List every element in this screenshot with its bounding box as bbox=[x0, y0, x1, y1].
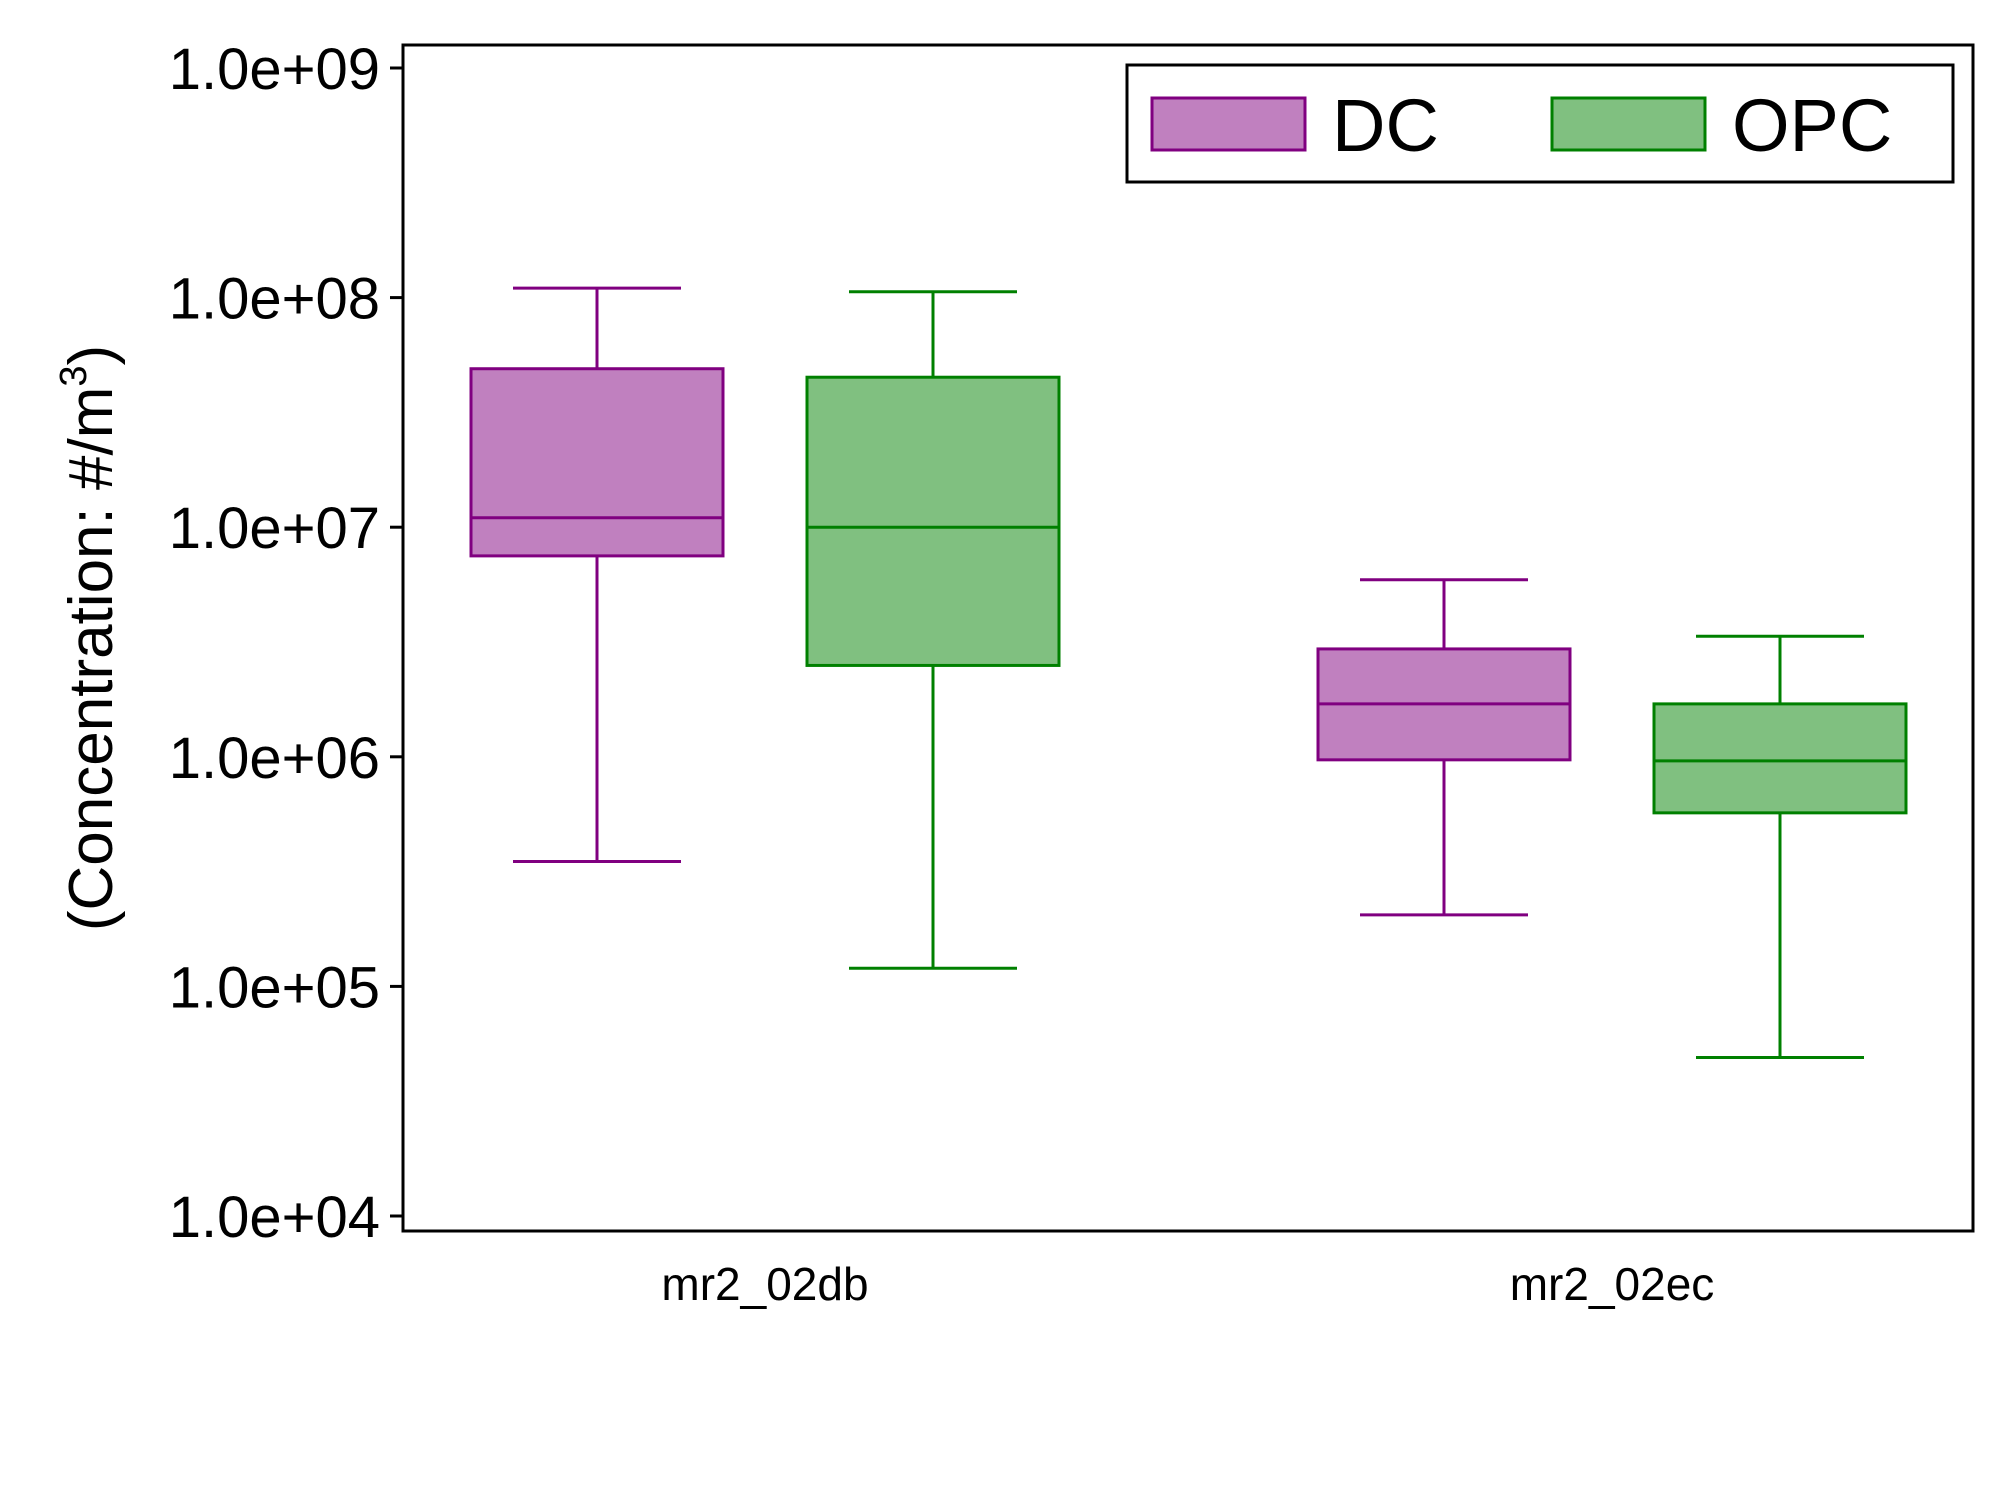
legend-swatch-opc bbox=[1550, 96, 1707, 152]
y-axis-label-superscript: 3 bbox=[53, 366, 95, 387]
legend-label-dc: DC bbox=[1332, 84, 1439, 167]
interquartile-box bbox=[805, 375, 1061, 667]
box-series bbox=[469, 286, 1908, 1060]
legend-swatch-dc bbox=[1150, 96, 1307, 152]
box-opc-mr2_02db bbox=[805, 290, 1061, 970]
y-axis-label-close: ) bbox=[57, 345, 126, 366]
box-dc-mr2_02ec bbox=[1316, 578, 1572, 917]
y-tick-label: 1.0e+07 bbox=[169, 496, 380, 561]
y-tick-label: 1.0e+05 bbox=[169, 955, 380, 1020]
y-tick-label: 1.0e+08 bbox=[169, 267, 380, 332]
interquartile-box bbox=[1652, 702, 1908, 815]
legend: DC OPC bbox=[1125, 63, 1955, 184]
y-tick-label: 1.0e+06 bbox=[169, 726, 380, 791]
y-axis-label: (Concentration: #/m3) bbox=[53, 345, 126, 931]
x-category-label: mr2_02ec bbox=[1510, 1258, 1715, 1310]
y-axis-ticks: 1.0e+04 1.0e+05 1.0e+06 1.0e+07 1.0e+08 1.0e+… bbox=[169, 37, 403, 1250]
x-category-label: mr2_02db bbox=[661, 1258, 868, 1310]
x-axis-category-labels: mr2_02db mr2_02ec bbox=[661, 1258, 1714, 1310]
plot-area-frame bbox=[401, 43, 1975, 1233]
interquartile-box bbox=[469, 367, 725, 558]
box-dc-mr2_02db bbox=[469, 286, 725, 863]
y-tick-label: 1.0e+04 bbox=[169, 1185, 380, 1250]
box-opc-mr2_02ec bbox=[1652, 634, 1908, 1060]
legend-label-opc: OPC bbox=[1732, 84, 1892, 167]
y-axis-label-main: (Concentration: #/m bbox=[57, 387, 126, 931]
y-tick-label: 1.0e+09 bbox=[169, 37, 380, 102]
